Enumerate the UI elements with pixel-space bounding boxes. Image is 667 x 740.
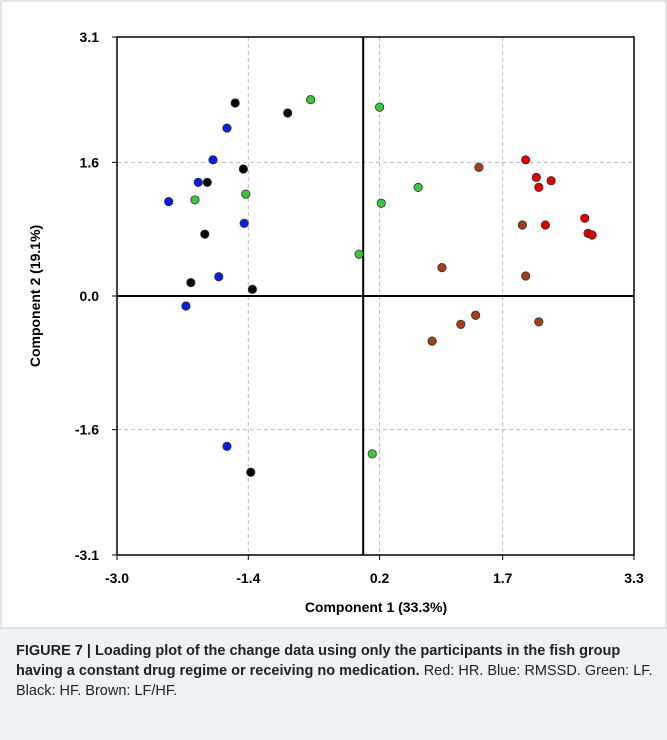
y-tick-label: 0.0	[80, 288, 100, 304]
point	[427, 336, 437, 346]
point	[164, 196, 174, 207]
point	[376, 198, 386, 208]
point	[540, 220, 550, 230]
point	[202, 177, 212, 187]
caption-bold: FIGURE 7 | Loading plot of the change da…	[16, 643, 621, 679]
y-tick-label: 1.6	[80, 154, 100, 170]
point	[190, 195, 200, 205]
figure-frame	[0, 0, 667, 629]
point	[239, 218, 249, 228]
point	[474, 162, 484, 172]
point	[375, 102, 385, 112]
x-tick-label: 0.2	[370, 570, 390, 586]
y-tick-label: -1.6	[75, 422, 99, 438]
point	[208, 155, 218, 165]
x-tick-label: 1.7	[493, 570, 513, 586]
point	[546, 176, 556, 186]
point	[247, 284, 258, 294]
point	[283, 108, 293, 118]
point	[186, 278, 196, 288]
point	[471, 310, 481, 320]
point	[587, 230, 597, 240]
point	[531, 172, 541, 182]
caption: FIGURE 7 | Loading plot of the change da…	[0, 628, 667, 740]
point	[241, 189, 251, 199]
x-tick-label: -1.4	[236, 570, 260, 586]
point	[200, 229, 210, 239]
point	[181, 301, 191, 311]
point	[222, 441, 232, 451]
x-tick-label: 3.3	[624, 570, 644, 586]
point	[230, 98, 240, 108]
point	[367, 449, 377, 459]
point	[306, 95, 316, 105]
point	[413, 182, 423, 192]
x-tick-label: -3.0	[105, 570, 129, 586]
y-axis-label: Component 2 (19.1%)	[27, 225, 43, 367]
point	[521, 271, 531, 281]
point	[580, 213, 590, 223]
x-axis-label: Component 1 (33.3%)	[305, 599, 447, 615]
y-tick-label: 3.1	[80, 29, 100, 45]
point	[517, 220, 527, 230]
point	[534, 317, 544, 327]
chart: Component 1 (33.3%) Component 2 (19.1%) …	[0, 0, 667, 629]
point	[437, 262, 447, 273]
point	[521, 155, 531, 165]
point	[214, 272, 224, 282]
caption-text: Red: HR. Blue: RMSSD. Green: LF. Black: …	[16, 663, 653, 699]
point	[534, 182, 544, 192]
y-tick-label: -3.1	[75, 547, 99, 563]
point	[238, 164, 248, 174]
point	[246, 467, 256, 477]
point	[222, 123, 232, 133]
point	[193, 177, 203, 187]
point	[456, 319, 466, 330]
point	[354, 249, 364, 259]
